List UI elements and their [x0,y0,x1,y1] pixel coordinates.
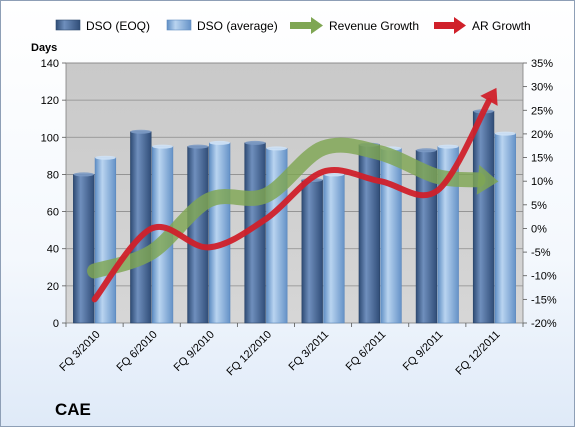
x-tick-label: FQ 6/2011 [344,329,389,374]
y2-tick-label: 25% [531,105,553,117]
x-tick-label: FQ 9/2010 [172,329,217,374]
bar-dso-eoq [302,180,323,323]
legend: DSO (EOQ) DSO (average) Revenue Growth A… [56,17,531,34]
y-tick-label: 60 [47,207,59,219]
x-tick-label: FQ 12/2011 [454,329,503,378]
y-tick-label: 100 [41,132,59,144]
y-axis-ticks: 0 20 40 60 80 100 120 140 [41,58,66,330]
bar-top-dso-average [438,145,459,149]
bar-top-dso-average [495,132,516,136]
company-label: CAE [55,400,91,419]
bar-dso-average [209,143,230,323]
bar-dso-average [495,134,516,323]
x-tick-label: FQ 6/2010 [115,329,160,374]
x-tick-label: FQ 12/2010 [224,329,274,379]
bar-dso-average [324,174,345,323]
bar-top-dso-eoq [245,141,266,145]
y2-tick-label: -15% [531,294,557,306]
y-tick-label: 140 [41,58,59,70]
y2-tick-label: 15% [531,153,553,165]
bar-dso-eoq [73,174,94,323]
y2-tick-label: -5% [531,247,551,259]
legend-label: DSO (average) [197,19,278,33]
bar-top-dso-average [95,156,116,160]
y-tick-label: 0 [53,318,59,330]
y2-tick-label: 10% [531,176,553,188]
bar-top-dso-average [266,146,287,150]
y2-tick-label: 35% [531,58,553,70]
bar-top-dso-eoq [130,130,151,134]
y-tick-label: 120 [41,95,59,107]
bar-top-dso-eoq [73,172,94,176]
y2-axis-ticks: -20% -15% -10% -5% 0% 5% 10% 15% 20% 25% 30% 35% [523,58,557,330]
bar-dso-eoq [473,111,494,323]
bar-dso-eoq [359,145,380,323]
y-tick-label: 20 [47,281,59,293]
y2-tick-label: 20% [531,129,553,141]
bar-top-dso-average [152,145,173,149]
legend-item-dso-eoq: DSO (EOQ) [56,19,150,33]
y2-tick-label: 0% [531,223,547,235]
y-tick-label: 40 [47,244,59,256]
legend-item-revenue-growth: Revenue Growth [290,17,419,34]
bar-top-dso-eoq [416,148,437,152]
x-tick-label: FQ 3/2010 [57,329,102,374]
x-tick-label: FQ 9/2011 [401,329,446,374]
legend-item-ar-growth: AR Growth [434,17,531,34]
legend-label: DSO (EOQ) [86,19,150,33]
x-tick-label: FQ 3/2011 [287,329,332,374]
bar-dso-average [381,148,402,323]
legend-item-dso-average: DSO (average) [167,19,278,33]
legend-label: AR Growth [472,19,531,33]
y-tick-label: 80 [47,169,59,181]
y2-tick-label: -10% [531,271,557,283]
y-axis-title: Days [31,42,57,54]
y2-tick-label: 30% [531,82,553,94]
legend-label: Revenue Growth [329,19,419,33]
y2-tick-label: -20% [531,318,557,330]
bar-top-dso-eoq [188,145,209,149]
bar-dso-eoq [188,147,209,323]
y2-tick-label: 5% [531,200,547,212]
bar-top-dso-average [209,141,230,145]
